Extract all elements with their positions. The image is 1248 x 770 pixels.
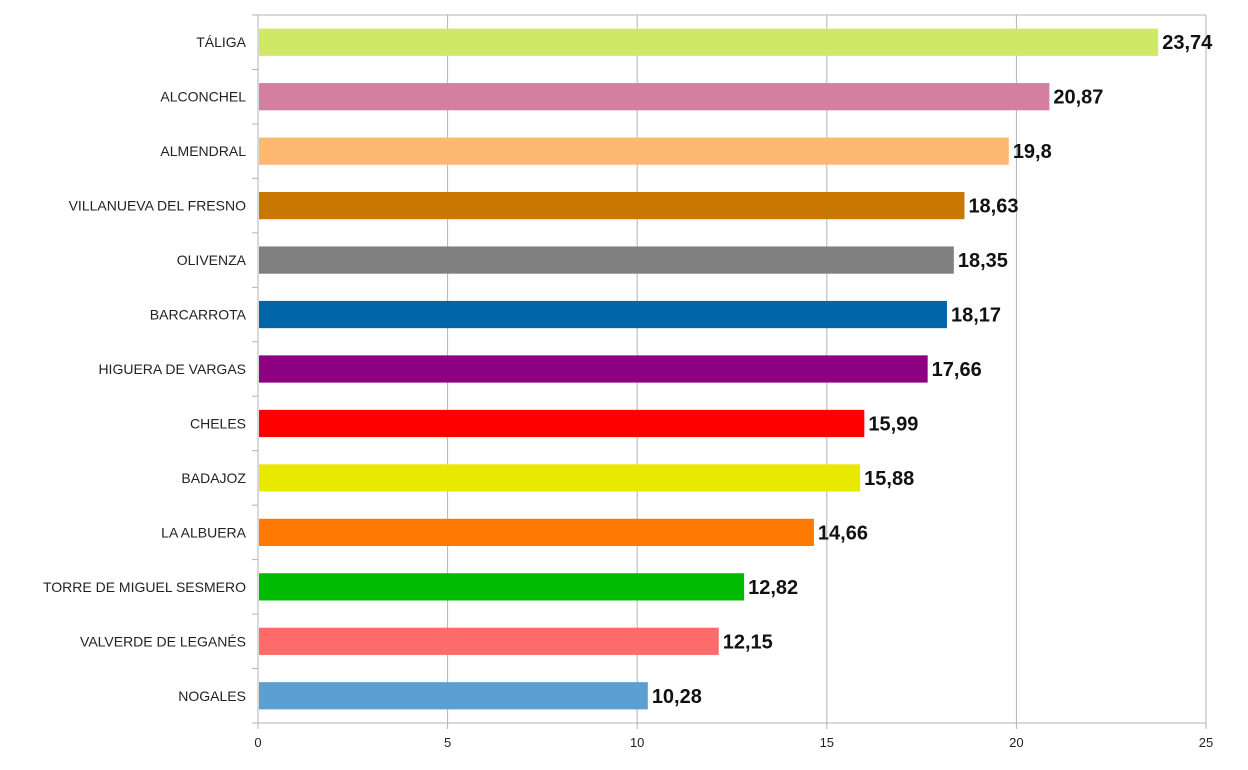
bar [259,627,719,655]
x-tick-label: 5 [444,735,451,750]
labels: 0 5 10 15 20 25 TÁLIGA 23,74 ALCONCHEL 20,87 ALMEN… [43,32,1213,750]
category-label: NOGALES [178,688,246,704]
category-label: HIGUERA DE VARGAS [98,361,246,377]
category-label: BARCARROTA [150,307,247,323]
value-label: 23,74 [1162,32,1213,54]
x-tick-label: 15 [820,735,834,750]
value-label: 15,99 [868,413,918,435]
category-label: BADAJOZ [181,470,246,486]
category-label: CHELES [190,415,246,431]
bars [259,28,1159,710]
value-label: 18,17 [951,305,1001,327]
bar [259,300,948,329]
bar [259,83,1050,111]
category-label: ALCONCHEL [160,89,246,105]
value-label: 19,8 [1013,141,1052,163]
value-label: 10,28 [652,686,702,708]
x-tick-label: 25 [1199,735,1213,750]
category-label: TORRE DE MIGUEL SESMERO [43,579,246,595]
category-label: VALVERDE DE LEGANÉS [80,633,246,649]
bar [259,192,965,220]
bar [259,464,861,492]
bar [259,518,814,546]
bar [259,137,1009,165]
bar [259,409,865,438]
category-label: LA ALBUERA [161,524,246,540]
value-label: 20,87 [1053,87,1103,109]
bar [259,573,745,601]
value-label: 18,35 [958,250,1008,272]
category-label: ALMENDRAL [160,143,246,159]
value-label: 17,66 [932,359,982,381]
category-label: TÁLIGA [196,34,246,50]
bar [259,28,1159,56]
x-tick-label: 20 [1009,735,1023,750]
bar [259,682,648,710]
x-tick-label: 0 [254,735,261,750]
value-label: 18,63 [968,196,1018,218]
category-label: VILLANUEVA DEL FRESNO [69,198,247,214]
bar [259,355,928,383]
bar [259,246,954,274]
value-label: 15,88 [864,468,914,490]
category-label: OLIVENZA [177,252,247,268]
value-label: 14,66 [818,522,868,544]
value-label: 12,15 [723,631,773,653]
axes [252,14,1207,729]
value-label: 12,82 [748,577,798,599]
x-tick-label: 10 [630,735,644,750]
